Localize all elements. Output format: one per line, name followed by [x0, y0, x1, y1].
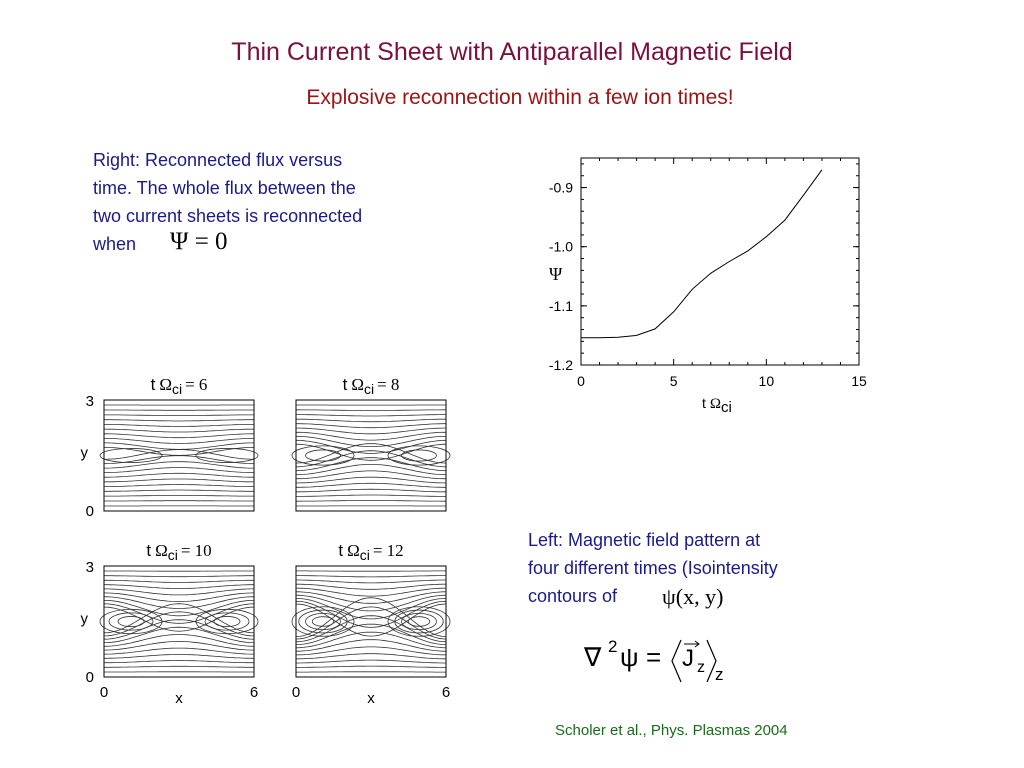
chart-ylabel: Ψ	[549, 264, 563, 284]
y-axis-label: y	[81, 611, 89, 628]
left-text-line: contours of	[528, 586, 618, 606]
x-tick-label: 0	[100, 684, 108, 701]
psi-zero-equation: Ψ = 0	[170, 228, 228, 255]
x-tick-label: 0	[292, 684, 300, 701]
right-description: Right: Reconnected flux versus time. The…	[93, 146, 453, 258]
right-text-line: time. The whole flux between the	[93, 178, 356, 198]
contour-lines	[291, 565, 451, 678]
y-tick-label: -1.0	[549, 239, 573, 255]
y-axis-label: y	[81, 445, 89, 462]
x-tick-label: 6	[250, 684, 258, 701]
psi-xy-equation: ψ(x, y)	[662, 584, 724, 609]
y-tick-label: 3	[86, 393, 94, 410]
left-description: Left: Magnetic field pattern at four dif…	[528, 526, 868, 610]
right-angle-bracket	[706, 639, 717, 683]
contour-lines	[99, 565, 259, 678]
psi-symbol: ψ	[620, 642, 639, 672]
contour-lines	[99, 399, 259, 512]
equals-sign: =	[646, 642, 661, 672]
x-axis-label: x	[367, 690, 375, 707]
panel-time-label: t Ωci = 8	[343, 375, 400, 397]
contour-panel: t Ωci = 12 0 6 x	[291, 541, 451, 707]
panel-frame	[295, 565, 447, 678]
left-text-line: Left: Magnetic field pattern at	[528, 530, 761, 550]
citation: Scholer et al., Phys. Plasmas 2004	[555, 722, 788, 739]
left-text-line: four different times (Isointensity	[528, 558, 778, 578]
nabla-symbol: ∇	[583, 642, 602, 672]
y-tick-label: -0.9	[549, 180, 573, 196]
panel-frame	[103, 399, 255, 512]
contour-lines	[291, 399, 451, 512]
x-tick-label: 0	[577, 373, 585, 389]
right-text-line: two current sheets is reconnected	[93, 206, 363, 226]
y-tick-label: 0	[86, 669, 94, 686]
x-tick-label: 6	[442, 684, 450, 701]
panel-time-label: t Ωci = 12	[338, 541, 403, 563]
x-tick-label: 15	[851, 373, 867, 389]
contour-panel: t Ωci = 10 3 0 y 0 6 x	[81, 541, 259, 707]
poisson-equation: ∇ 2 ψ = J z z	[583, 637, 724, 684]
y-tick-label: 3	[86, 559, 94, 576]
left-angle-bracket	[671, 639, 682, 683]
vector-arrow-head	[694, 640, 700, 648]
chart-frame	[580, 157, 860, 366]
slide-title: Thin Current Sheet with Antiparallel Mag…	[231, 38, 793, 66]
x-tick-label: 5	[670, 373, 678, 389]
chart-xlabel: t Ωci	[702, 395, 732, 416]
outer-subscript: z	[715, 665, 724, 684]
panel-frame	[295, 399, 447, 512]
y-tick-label: -1.1	[549, 298, 573, 314]
x-tick-label: 10	[759, 373, 775, 389]
y-tick-label: 0	[86, 503, 94, 520]
exponent: 2	[608, 637, 617, 656]
j-subscript: z	[697, 659, 705, 676]
panel-frame	[103, 565, 255, 678]
flux-series-line	[581, 169, 823, 339]
x-axis-label: x	[175, 690, 183, 707]
j-symbol: J	[682, 645, 694, 672]
right-text-line: when	[93, 234, 137, 254]
y-tick-label: -1.2	[549, 357, 573, 373]
flux-chart: 0 5 10 15 -0.9 -1.0 -1.1 -1.2 Ψ t Ωci	[549, 157, 867, 416]
panel-time-label: t Ωci = 10	[146, 541, 211, 563]
contour-panel: t Ωci = 8	[291, 375, 451, 512]
slide-subtitle: Explosive reconnection within a few ion …	[306, 86, 734, 109]
contour-panel: t Ωci = 6 3 0 y	[81, 375, 259, 520]
right-text-line: Right: Reconnected flux versus	[93, 150, 343, 170]
panel-time-label: t Ωci = 6	[151, 375, 208, 397]
